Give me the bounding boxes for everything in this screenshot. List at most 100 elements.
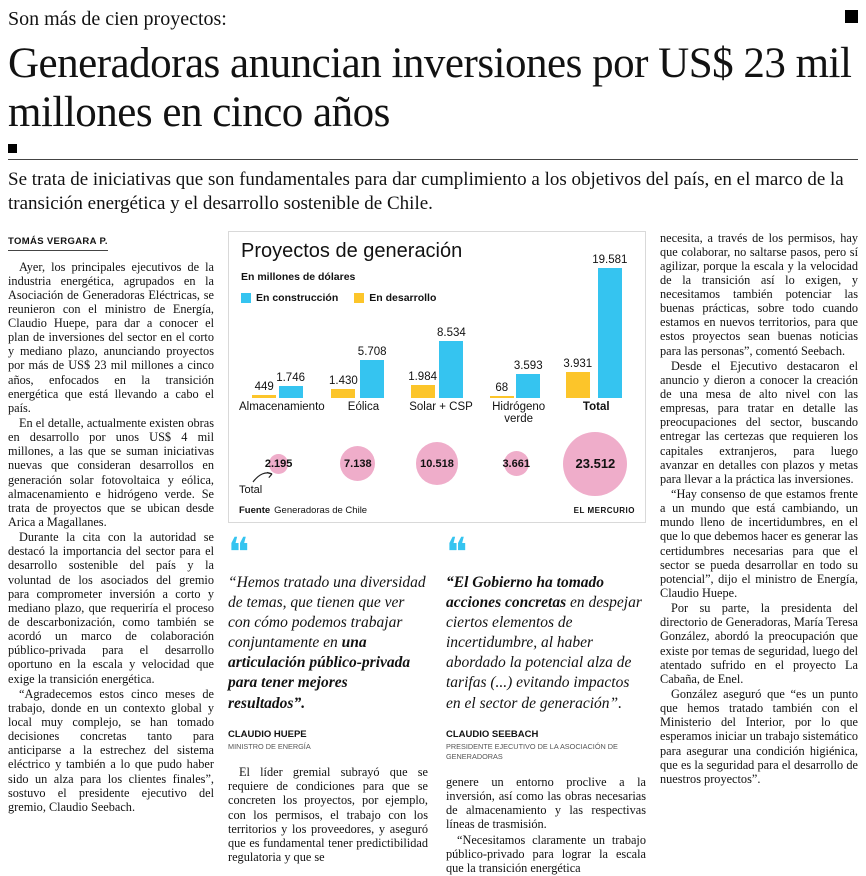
paragraph: El líder gremial subrayó que se requiere…	[228, 765, 428, 864]
quote-attribution-role: PRESIDENTE EJECUTIVO DE LA ASOCIACIÓN DE…	[446, 742, 618, 762]
bar-group: 1.984 8.534	[397, 327, 476, 398]
category-label: Total	[582, 400, 610, 413]
generation-projects-chart: Proyectos de generación En millones de d…	[228, 230, 646, 523]
chart-title: Proyectos de generación	[241, 239, 463, 262]
column-left: TOMÁS VERGARA P. Ayer, los principales e…	[8, 231, 214, 876]
article-header: Son más de cien proyectos: Generadoras a…	[8, 8, 858, 217]
paragraph: “Agradecemos estos cinco meses de trabaj…	[8, 686, 214, 814]
column-middle-left-text: El líder gremial subrayó que se requiere…	[228, 765, 428, 864]
bar-value-label: 68	[495, 381, 509, 394]
total-bubble-value: 3.661	[502, 457, 530, 470]
chart-source-name: Generadoras de Chile	[274, 504, 368, 516]
bar-value-label: 1.746	[276, 371, 305, 384]
total-annotation: Total	[239, 469, 277, 496]
bar-value-label: 1.430	[329, 374, 358, 387]
bar-group: 3.931 19.581	[556, 254, 635, 398]
paragraph: Ayer, los principales ejecutivos de la i…	[8, 259, 214, 415]
bar-value-label: 5.708	[357, 345, 387, 358]
paragraph: Por su parte, la presidenta del director…	[660, 601, 858, 686]
quote-attribution-name: CLAUDIO HUEPE	[228, 729, 307, 741]
total-bubble: 3.661	[502, 451, 530, 477]
quote-text-bold: una articulación público-privada para te…	[228, 634, 411, 712]
legend-swatch	[354, 292, 365, 303]
quote-attribution-role: MINISTRO DE ENERGÍA	[228, 742, 311, 752]
bubble-cell: 3.661	[477, 451, 556, 477]
bar-construccion	[360, 359, 385, 398]
column-right-text: necesita, a través de los permisos, hay …	[660, 231, 858, 786]
bar-group: 449 1.746	[239, 372, 318, 398]
subhead: Se trata de iniciativas que son fundamen…	[8, 168, 844, 215]
bar-value-label: 449	[254, 380, 274, 393]
byline: TOMÁS VERGARA P.	[8, 236, 108, 251]
corner-square-marker	[845, 10, 858, 23]
curved-arrow-icon	[252, 471, 273, 483]
bar-plot: 449 1.746 1.430 5.708 1.984 8.534 68 3.593 3.931…	[239, 240, 635, 398]
bar-group: 68 3.593	[477, 360, 556, 398]
column-left-text: Ayer, los principales ejecutivos de la i…	[8, 260, 214, 814]
bar-desarrollo	[565, 371, 590, 398]
totals-bubble-row: Total 2.195 7.138 10.518 3.661 23.512	[239, 430, 635, 498]
bar-group: 1.430 5.708	[318, 346, 397, 398]
legend-swatch	[241, 292, 251, 303]
quote-mark-icon: ❝	[228, 529, 250, 576]
quote-text: “Hemos tratado una diversidad de temas, …	[228, 573, 428, 714]
bar-value-label: 8.534	[437, 326, 466, 339]
paragraph: “Necesitamos claramente un trabajo públi…	[446, 832, 646, 875]
total-bubble-value: 2.195	[264, 457, 293, 470]
kicker: Son más de cien proyectos:	[8, 8, 227, 30]
total-bubble-value: 10.518	[420, 457, 454, 470]
total-bubble: 7.138	[340, 446, 376, 482]
quote-column-huepe: ❝ “Hemos tratado una diversidad de temas…	[228, 529, 428, 876]
chart-legend: En construcción En desarrollo	[241, 292, 462, 304]
paragraph: En el detalle, actualmente existen obras…	[8, 416, 214, 530]
total-bubble: 10.518	[415, 442, 459, 486]
total-bubble: 23.512	[563, 431, 628, 496]
bar-value-label: 19.581	[592, 253, 628, 266]
legend-item: En desarrollo	[354, 292, 436, 304]
total-bubble-value: 7.138	[344, 457, 372, 470]
bar-desarrollo	[410, 384, 435, 398]
legend-item: En construcción	[241, 292, 338, 304]
quote-text-bold: “El Gobierno ha tomado acciones concreta…	[446, 573, 605, 611]
total-bubble: 2.195	[265, 454, 292, 474]
chart-source: Fuente Generadoras de Chile	[239, 505, 367, 516]
category-label: Solar + CSP	[409, 400, 473, 413]
paragraph: “Hay consenso de que estamos frente a un…	[660, 487, 858, 601]
bar-construccion	[597, 267, 622, 398]
column-middle: Proyectos de generación En millones de d…	[228, 230, 646, 876]
chart-credit: EL MERCURIO	[573, 505, 635, 515]
quote-attribution-name: CLAUDIO SEEBACH	[446, 729, 539, 741]
chart-footer: Fuente Generadoras de Chile EL MERCURIO	[239, 505, 635, 516]
bubble-cell: 7.138	[318, 446, 397, 482]
quote-text: “El Gobierno ha tomado acciones concreta…	[446, 573, 646, 714]
section-square-marker	[8, 143, 17, 153]
quotes-row: ❝ “Hemos tratado una diversidad de temas…	[228, 529, 646, 876]
category-axis: Almacenamiento Eólica Solar + CSP Hidrógeno…	[239, 401, 635, 426]
paragraph: necesita, a través de los permisos, hay …	[660, 230, 858, 358]
bar-construccion	[516, 373, 541, 398]
bar-construccion	[439, 340, 464, 398]
bar-desarrollo	[252, 394, 277, 398]
bubble-cell: 10.518	[397, 442, 476, 486]
total-annotation-label: Total	[239, 483, 263, 496]
quote-column-seebach: ❝ “El Gobierno ha tomado acciones concre…	[446, 529, 646, 876]
chart-head: Proyectos de generación En millones de d…	[241, 240, 462, 304]
bubble-cell: 2.195	[239, 454, 318, 474]
quote-mark-icon: ❝	[446, 529, 468, 576]
bar-construccion	[278, 385, 303, 398]
paragraph: genere un entorno proclive a la inversió…	[446, 774, 646, 832]
category-label: Almacenamiento	[239, 400, 325, 413]
category-label: Hidrógeno verde	[492, 400, 546, 426]
chart-source-label: Fuente	[239, 504, 271, 516]
bar-value-label: 1.984	[408, 370, 437, 383]
bubble-cell: 23.512	[556, 431, 635, 496]
legend-label: En construcción	[256, 291, 339, 304]
bar-value-label: 3.931	[563, 357, 593, 370]
paragraph: Durante la cita con la autoridad se dest…	[8, 530, 214, 686]
headline: Generadoras anuncian inversiones por US$…	[8, 40, 852, 137]
paragraph: Desde el Ejecutivo destacaron el anuncio…	[660, 358, 858, 486]
total-bubble-value: 23.512	[575, 456, 616, 472]
column-right: necesita, a través de los permisos, hay …	[660, 231, 858, 876]
chart-subtitle: En millones de dólares	[241, 270, 356, 283]
category-label: Eólica	[347, 400, 380, 413]
